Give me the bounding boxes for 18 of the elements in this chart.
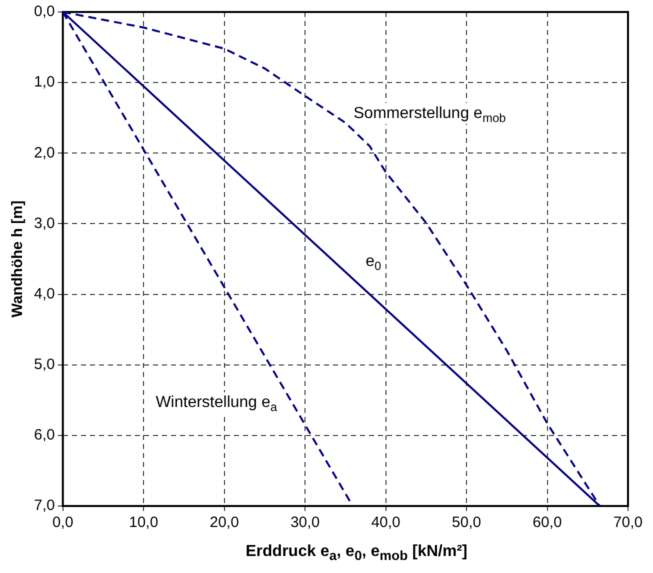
y-tick-label: 4,0 <box>34 285 55 302</box>
y-tick-label: 3,0 <box>34 214 55 232</box>
x-tick-label: 30,0 <box>290 514 320 532</box>
y-tick-label: 6,0 <box>34 426 55 444</box>
x-tick-label: 70,0 <box>613 514 643 532</box>
y-tick-label: 2,0 <box>34 144 55 162</box>
x-tick-label: 40,0 <box>371 514 400 532</box>
y-tick-label: 0,0 <box>34 3 55 20</box>
y-tick-label: 5,0 <box>34 356 55 373</box>
y-tick-label: 7,0 <box>34 497 55 514</box>
x-tick-label: 20,0 <box>210 514 239 532</box>
x-tick-label: 0,0 <box>52 514 74 532</box>
y-tick-label: 1,0 <box>34 74 55 91</box>
x-tick-label: 10,0 <box>128 514 158 532</box>
x-axis-title: Erddruck e$_{a}$, e$_{0}$, e$_{mob}$ [kN/m²] <box>244 543 468 564</box>
x-tick-label: 50,0 <box>452 514 482 532</box>
x-tick-label: 60,0 <box>532 514 562 532</box>
y-axis-title: Wandhöhe h [m] <box>9 200 26 318</box>
